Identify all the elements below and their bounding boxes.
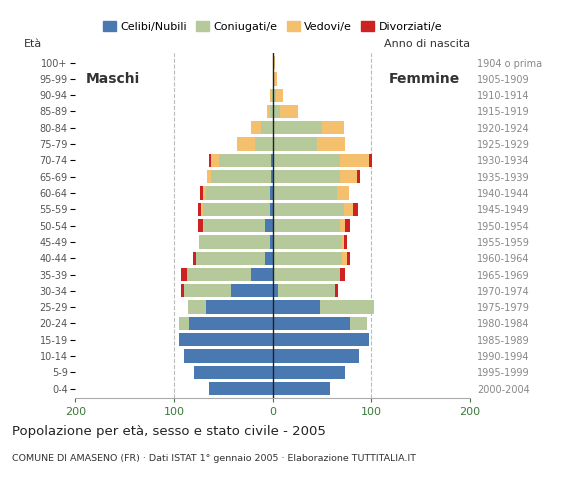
Bar: [278, 284, 335, 298]
Bar: [193, 252, 195, 265]
Bar: [181, 268, 187, 281]
Bar: [350, 317, 367, 330]
Bar: [273, 186, 337, 200]
Bar: [255, 137, 273, 151]
Bar: [369, 154, 372, 167]
Text: Età: Età: [24, 39, 42, 49]
Bar: [189, 317, 273, 330]
Bar: [267, 105, 270, 118]
Bar: [273, 317, 350, 330]
Bar: [202, 219, 204, 232]
Bar: [343, 203, 353, 216]
Bar: [276, 88, 284, 102]
Bar: [273, 56, 274, 69]
Bar: [335, 284, 338, 298]
Text: Maschi: Maschi: [85, 72, 140, 86]
Bar: [251, 121, 261, 134]
Bar: [184, 284, 231, 298]
Bar: [195, 252, 264, 265]
Bar: [202, 203, 270, 216]
Bar: [273, 300, 320, 314]
Bar: [198, 219, 202, 232]
Bar: [273, 349, 360, 363]
Bar: [202, 186, 205, 200]
Bar: [273, 382, 330, 396]
Bar: [206, 170, 212, 183]
Bar: [271, 170, 273, 183]
Bar: [209, 154, 212, 167]
Bar: [219, 154, 271, 167]
Bar: [179, 333, 273, 347]
Bar: [264, 219, 273, 232]
Bar: [200, 186, 202, 200]
Bar: [205, 186, 270, 200]
Bar: [342, 235, 343, 249]
Bar: [188, 300, 205, 314]
Bar: [270, 105, 273, 118]
Bar: [343, 235, 347, 249]
Bar: [212, 154, 219, 167]
Bar: [271, 88, 273, 102]
Bar: [204, 219, 264, 232]
Bar: [237, 137, 255, 151]
Bar: [340, 268, 345, 281]
Bar: [273, 366, 345, 379]
Bar: [273, 88, 275, 102]
Bar: [322, 121, 343, 134]
Bar: [264, 252, 273, 265]
Bar: [231, 284, 273, 298]
Bar: [342, 252, 347, 265]
Bar: [273, 72, 277, 85]
Bar: [270, 235, 273, 249]
Bar: [270, 88, 271, 102]
Bar: [273, 252, 342, 265]
Bar: [212, 170, 271, 183]
Bar: [270, 186, 273, 200]
Text: Popolazione per età, sesso e stato civile - 2005: Popolazione per età, sesso e stato civil…: [12, 425, 325, 438]
Bar: [273, 284, 278, 298]
Bar: [345, 219, 350, 232]
Bar: [273, 105, 281, 118]
Bar: [179, 317, 189, 330]
Bar: [205, 300, 273, 314]
Bar: [340, 219, 345, 232]
Bar: [273, 235, 342, 249]
Bar: [187, 268, 251, 281]
Bar: [273, 121, 322, 134]
Bar: [273, 219, 340, 232]
Legend: Celibi/Nubili, Coniugati/e, Vedovi/e, Divorziati/e: Celibi/Nubili, Coniugati/e, Vedovi/e, Di…: [98, 17, 447, 36]
Bar: [340, 170, 357, 183]
Bar: [273, 137, 317, 151]
Bar: [273, 154, 340, 167]
Text: Femmine: Femmine: [389, 72, 460, 86]
Bar: [357, 170, 360, 183]
Bar: [281, 105, 298, 118]
Bar: [317, 137, 345, 151]
Bar: [273, 268, 340, 281]
Bar: [270, 203, 273, 216]
Bar: [251, 268, 273, 281]
Bar: [273, 203, 343, 216]
Bar: [271, 154, 273, 167]
Bar: [320, 300, 374, 314]
Bar: [337, 186, 349, 200]
Bar: [261, 121, 273, 134]
Bar: [194, 366, 273, 379]
Bar: [273, 333, 369, 347]
Text: COMUNE DI AMASENO (FR) · Dati ISTAT 1° gennaio 2005 · Elaborazione TUTTITALIA.IT: COMUNE DI AMASENO (FR) · Dati ISTAT 1° g…: [12, 454, 416, 463]
Bar: [209, 382, 273, 396]
Bar: [181, 284, 184, 298]
Bar: [184, 349, 273, 363]
Bar: [201, 203, 202, 216]
Bar: [198, 235, 270, 249]
Text: Anno di nascita: Anno di nascita: [384, 39, 470, 49]
Bar: [273, 170, 340, 183]
Bar: [340, 154, 369, 167]
Bar: [198, 203, 201, 216]
Bar: [353, 203, 358, 216]
Bar: [347, 252, 350, 265]
